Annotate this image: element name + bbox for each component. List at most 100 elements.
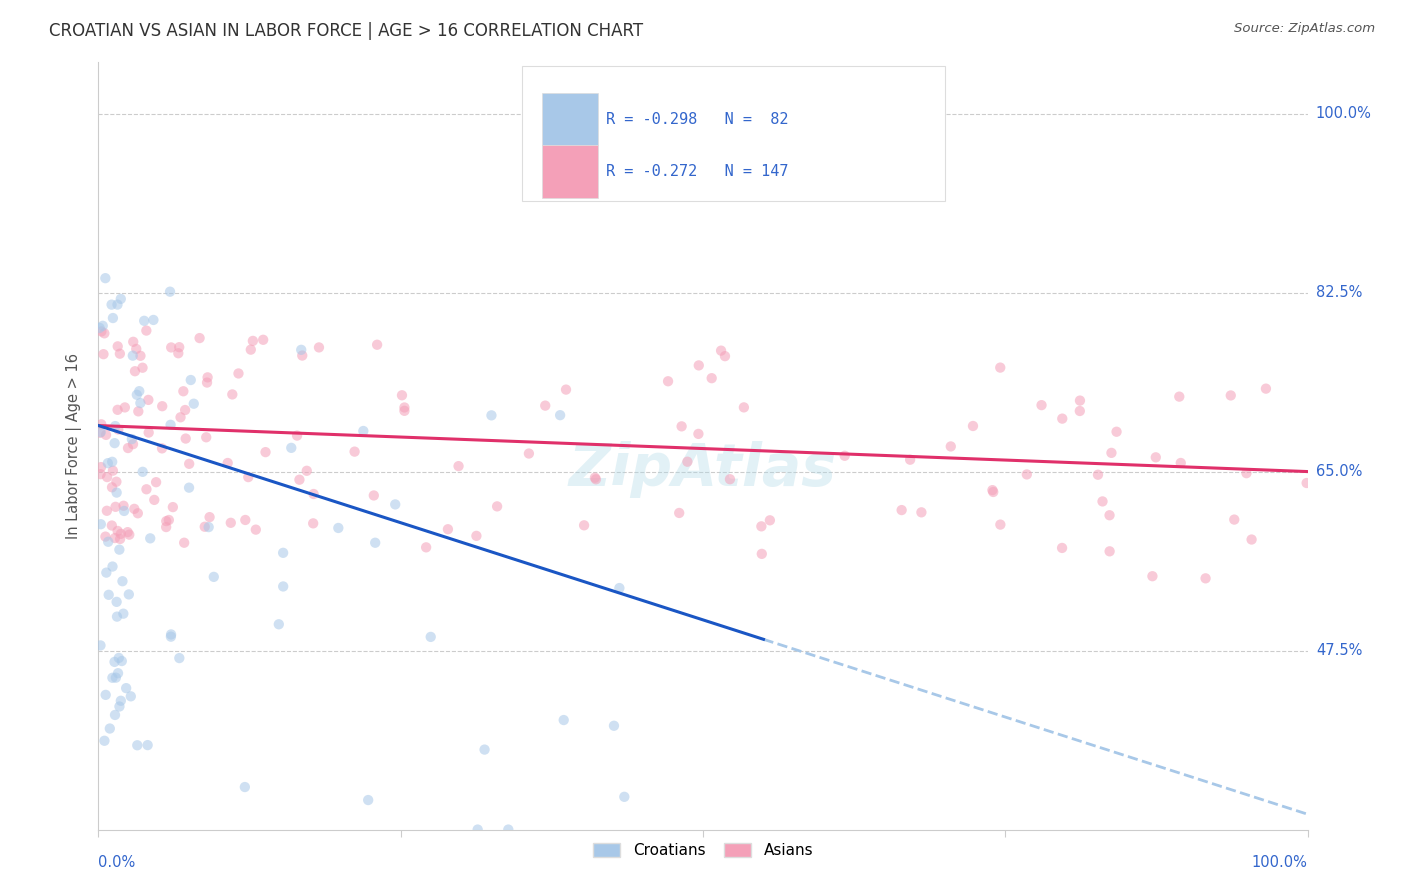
Point [981,483,1004,497]
Point [145,475,167,490]
Point [271,546,294,560]
Point [962,419,984,434]
Point [124,501,146,516]
Point [1069,404,1091,418]
Text: 82.5%: 82.5% [1316,285,1362,300]
Point [90,467,112,482]
Text: CROATIAN VS ASIAN IN LABOR FORCE | AGE > 16 CORRELATION CHART: CROATIAN VS ASIAN IN LABOR FORCE | AGE >… [49,22,644,40]
Point [328,521,350,535]
Point [280,441,302,455]
Point [90,425,112,439]
Point [486,500,509,514]
Point [174,403,197,417]
Point [228,367,250,381]
Point [94,428,117,442]
Point [394,404,416,418]
Point [517,446,540,460]
Point [890,503,912,517]
Point [308,340,330,354]
Point [129,349,152,363]
Point [173,535,195,549]
Point [135,483,157,497]
Point [988,517,1011,532]
Point [157,513,180,527]
Point [110,292,132,306]
Point [657,374,679,388]
Point [101,518,124,533]
Point [180,373,202,387]
Point [121,432,143,446]
Point [93,347,115,361]
Point [481,409,503,423]
Point [105,485,128,500]
Point [139,532,162,546]
Point [105,475,128,489]
Point [94,688,117,702]
Point [239,343,262,357]
Point [714,349,737,363]
Point [104,500,127,514]
Point [583,471,606,485]
Point [97,534,120,549]
Point [127,404,149,418]
Point [1099,446,1122,460]
Point [555,383,578,397]
Point [733,401,755,415]
Point [101,455,124,469]
Point [939,439,962,453]
Point [219,516,242,530]
Point [183,397,205,411]
Point [104,419,127,434]
Point [302,487,325,501]
Point [352,424,374,438]
Point [101,480,124,494]
Point [1050,541,1073,555]
Point [104,671,127,685]
Point [1168,390,1191,404]
Point [150,399,173,413]
Point [1052,411,1074,425]
Point [238,470,260,484]
Point [108,542,131,557]
Point [688,426,710,441]
Point [1015,467,1038,482]
Point [447,459,470,474]
Point [700,371,723,385]
Point [107,297,129,311]
Point [101,559,124,574]
Point [1254,382,1277,396]
Text: 100.0%: 100.0% [1316,106,1372,121]
Point [751,547,773,561]
Point [384,497,406,511]
Point [1069,393,1091,408]
Point [668,506,690,520]
Point [363,488,385,502]
Point [89,425,111,440]
Y-axis label: In Labor Force | Age > 16: In Labor Force | Age > 16 [66,353,83,539]
Point [1144,450,1167,465]
Point [159,417,181,432]
FancyBboxPatch shape [543,145,598,197]
Point [117,441,139,455]
Point [671,419,693,434]
Point [107,423,129,437]
Point [129,396,152,410]
Point [242,334,264,348]
Point [252,333,274,347]
Point [1295,475,1317,490]
Text: R = -0.272   N = 147: R = -0.272 N = 147 [606,164,789,179]
Point [288,473,311,487]
Point [94,530,117,544]
Point [138,392,160,407]
Point [131,465,153,479]
Point [142,313,165,327]
Point [111,654,134,668]
Point [108,347,131,361]
Point [172,384,194,399]
Point [195,376,218,390]
Point [271,579,294,593]
Point [160,627,183,641]
Point [474,742,496,756]
Point [110,526,132,541]
Point [1170,456,1192,470]
